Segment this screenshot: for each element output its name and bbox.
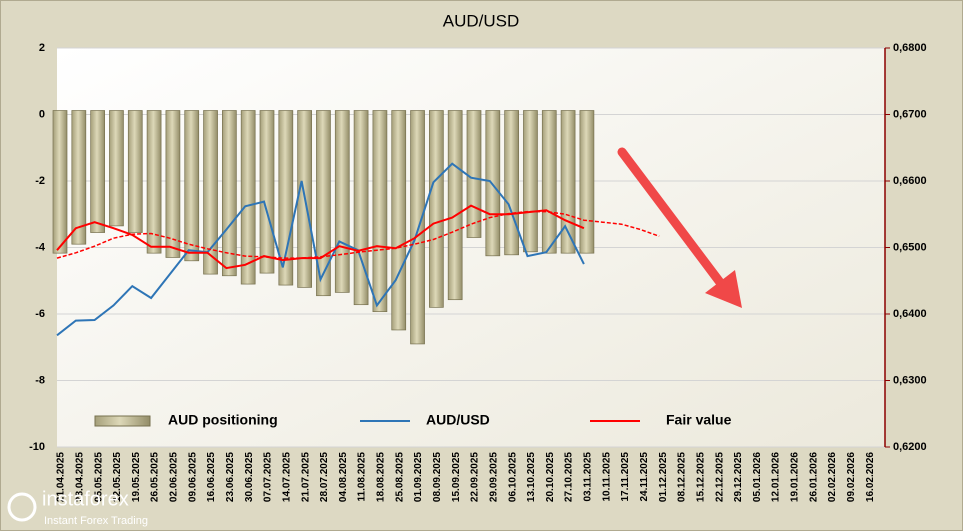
x-tick-label: 26.05.2025	[150, 452, 161, 502]
x-tick-label: 19.05.2025	[131, 452, 142, 502]
x-tick-label: 07.07.2025	[263, 452, 274, 502]
chart-title: AUD/USD	[443, 11, 520, 30]
bar	[259, 110, 275, 274]
x-tick-label: 05.01.2026	[752, 452, 763, 502]
y-tick-label: -10	[29, 441, 45, 453]
x-tick-label: 14.07.2025	[281, 452, 292, 502]
x-tick-label: 12.05.2025	[112, 452, 123, 502]
x-tick-label: 09.06.2025	[187, 452, 198, 502]
y2-tick-label: 0,6200	[893, 441, 927, 453]
logo: instaforex Instant Forex Trading	[7, 488, 148, 527]
x-tick-label: 05.05.2025	[93, 452, 104, 502]
plot: -10 -8 -6 -4 -2 0 2 0,6200 0,6300 0,6400 0,6500 0,6…	[29, 42, 927, 502]
x-tick-label: 01.12.2025	[658, 452, 669, 502]
x-tick-label: 02.02.2026	[827, 452, 838, 502]
bar	[429, 110, 444, 308]
x-tick-label: 22.09.2025	[470, 452, 481, 502]
bar	[90, 110, 105, 233]
y2-tick-label: 0,6800	[893, 42, 927, 54]
bar	[504, 110, 519, 256]
legend-label: Fair value	[666, 412, 732, 428]
x-tick-label: 30.06.2025	[244, 452, 255, 502]
bar	[203, 110, 218, 275]
x-tick-label: 08.12.2025	[677, 452, 688, 502]
x-tick-label: 16.02.2026	[865, 452, 876, 502]
x-tick-label: 02.06.2025	[169, 452, 180, 502]
bar	[410, 110, 425, 345]
bar	[391, 110, 407, 331]
bar	[109, 110, 124, 227]
bar	[146, 110, 162, 254]
y-tick-label: 0	[39, 108, 45, 120]
line	[56, 204, 585, 270]
x-tick-label: 09.02.2026	[846, 452, 857, 502]
y2-tick-label: 0,6500	[893, 241, 927, 253]
bar	[52, 110, 68, 254]
trend-arrow	[617, 147, 742, 308]
bar	[71, 110, 87, 245]
bar	[560, 110, 576, 254]
y-tick-label: -4	[35, 241, 46, 253]
x-tick-label: 28.07.2025	[319, 452, 330, 502]
x-tick-label: 21.04.2025	[56, 452, 67, 502]
bar	[353, 110, 369, 306]
legend-swatch	[94, 415, 151, 427]
x-tick-label: 21.07.2025	[300, 452, 311, 502]
x-tick-label: 13.10.2025	[526, 452, 537, 502]
brand: instaforex	[42, 488, 129, 510]
y-tick-label: -6	[35, 308, 45, 320]
tagline: Instant Forex Trading	[44, 515, 148, 527]
x-tick-label: 15.09.2025	[451, 452, 462, 502]
x-tick-label: 01.09.2025	[413, 452, 424, 502]
x-tick-label: 19.01.2026	[790, 452, 801, 502]
x-tick-label: 08.09.2025	[432, 452, 443, 502]
x-tick-label: 27.10.2025	[564, 452, 575, 502]
x-tick-label: 06.10.2025	[507, 452, 518, 502]
y-tick-label: -2	[35, 175, 45, 187]
x-tick-label: 18.08.2025	[376, 452, 387, 502]
x-tick-label: 12.01.2026	[771, 452, 782, 502]
trend-line	[56, 210, 660, 259]
x-tick-label: 28.04.2025	[74, 452, 85, 502]
line	[56, 162, 585, 337]
y2-tick-label: 0,6400	[893, 308, 927, 320]
bar	[523, 110, 538, 253]
y2-tick-label: 0,6300	[893, 374, 927, 386]
x-tick-label: 03.11.2025	[583, 452, 594, 502]
y2-tick-label: 0,6700	[893, 108, 927, 120]
bar	[579, 110, 595, 254]
bar	[372, 110, 388, 313]
bar	[541, 110, 557, 254]
bar	[334, 110, 350, 293]
x-tick-label: 10.11.2025	[601, 452, 612, 502]
x-tick-label: 29.09.2025	[488, 452, 499, 502]
y-tick-label: 2	[39, 42, 45, 54]
x-tick-label: 29.12.2025	[733, 452, 744, 502]
x-tick-label: 25.08.2025	[394, 452, 405, 502]
x-tick-label: 15.12.2025	[695, 452, 706, 502]
bar	[316, 110, 331, 297]
y2-tick-label: 0,6600	[893, 175, 927, 187]
bar	[184, 110, 200, 262]
bar	[447, 110, 463, 301]
bar	[165, 110, 181, 258]
legend-label: AUD positioning	[168, 412, 278, 428]
x-tick-label: 11.08.2025	[357, 452, 368, 502]
x-tick-label: 17.11.2025	[620, 452, 631, 502]
bar	[222, 110, 237, 277]
x-tick-label: 04.08.2025	[338, 452, 349, 502]
x-tick-label: 23.06.2025	[225, 452, 236, 502]
y-tick-label: -8	[35, 374, 45, 386]
bar	[466, 110, 482, 238]
x-tick-label: 26.01.2026	[808, 452, 819, 502]
x-tick-label: 16.06.2025	[206, 452, 217, 502]
legend-label: AUD/USD	[426, 412, 490, 428]
bar	[127, 110, 143, 233]
bar	[240, 110, 256, 285]
x-tick-label: 22.12.2025	[714, 452, 725, 502]
x-tick-label: 24.11.2025	[639, 452, 650, 502]
x-tick-label: 20.10.2025	[545, 452, 556, 502]
